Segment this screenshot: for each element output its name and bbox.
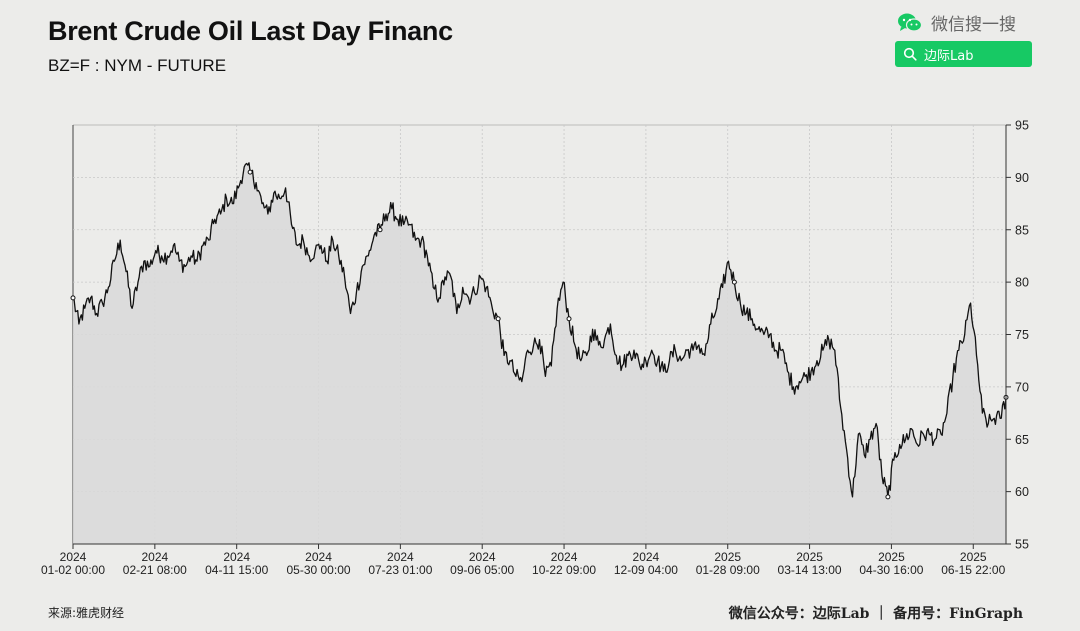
y-tick-label: 95 bbox=[1015, 119, 1029, 133]
y-tick-label: 80 bbox=[1015, 276, 1029, 290]
wechat-search-button[interactable]: 边际Lab bbox=[895, 41, 1032, 67]
series-marker bbox=[731, 279, 737, 285]
wechat-search-header: 微信搜一搜 bbox=[897, 10, 1016, 35]
series-marker bbox=[247, 169, 253, 175]
series-marker bbox=[566, 316, 572, 322]
wechat-search-label: 微信搜一搜 bbox=[931, 15, 1016, 35]
search-icon bbox=[903, 47, 917, 61]
x-tick-label: 01-28 09:00 bbox=[696, 563, 760, 577]
y-tick-label: 75 bbox=[1015, 328, 1029, 342]
x-tick-label: 07-23 01:00 bbox=[368, 563, 432, 577]
x-tick-label: 04-11 15:00 bbox=[205, 563, 268, 577]
footer-credit: 微信公众号：边际Lab ｜ 备用号：FinGraph bbox=[728, 606, 1023, 622]
source-note: 来源:雅虎财经 bbox=[48, 606, 125, 620]
series-marker bbox=[495, 316, 501, 322]
y-tick-label: 60 bbox=[1015, 485, 1029, 499]
wechat-icon bbox=[898, 13, 923, 32]
x-tick-label: 06-15 22:00 bbox=[941, 563, 1005, 577]
y-tick-label: 90 bbox=[1015, 171, 1029, 185]
x-tick-year: 2024 bbox=[469, 550, 496, 564]
x-tick-year: 2024 bbox=[633, 550, 660, 564]
x-tick-label: 05-30 00:00 bbox=[286, 563, 350, 577]
price-area bbox=[73, 162, 1006, 545]
x-tick-year: 2025 bbox=[796, 550, 823, 564]
chart-subtitle: BZ=F : NYM - FUTURE bbox=[48, 56, 227, 75]
x-tick-year: 2025 bbox=[878, 550, 905, 564]
x-tick-year: 2025 bbox=[714, 550, 741, 564]
x-tick-label: 02-21 08:00 bbox=[123, 563, 187, 577]
x-tick-year: 2024 bbox=[223, 550, 250, 564]
y-tick-label: 70 bbox=[1015, 380, 1029, 394]
x-tick-year: 2024 bbox=[60, 550, 87, 564]
x-tick-year: 2025 bbox=[960, 550, 987, 564]
price-line bbox=[72, 162, 1007, 498]
series-marker bbox=[885, 494, 891, 500]
y-tick-label: 55 bbox=[1015, 538, 1029, 552]
y-tick-label: 85 bbox=[1015, 223, 1029, 237]
x-tick-year: 2024 bbox=[141, 550, 168, 564]
series-marker bbox=[70, 295, 76, 301]
x-tick-label: 10-22 09:00 bbox=[532, 563, 596, 577]
x-tick-label: 04-30 16:00 bbox=[859, 563, 923, 577]
x-tick-label: 09-06 05:00 bbox=[450, 563, 514, 577]
x-tick-year: 2024 bbox=[387, 550, 414, 564]
x-tick-year: 2024 bbox=[305, 550, 332, 564]
x-tick-label: 12-09 04:00 bbox=[614, 563, 678, 577]
series-marker bbox=[377, 227, 383, 233]
x-tick-year: 2024 bbox=[551, 550, 578, 564]
y-tick-label: 65 bbox=[1015, 433, 1029, 447]
wechat-account-label: 边际Lab bbox=[924, 48, 974, 64]
chart-title: Brent Crude Oil Last Day Financ bbox=[48, 16, 453, 46]
x-tick-label: 03-14 13:00 bbox=[778, 563, 842, 577]
x-tick-label: 01-02 00:00 bbox=[41, 563, 105, 577]
